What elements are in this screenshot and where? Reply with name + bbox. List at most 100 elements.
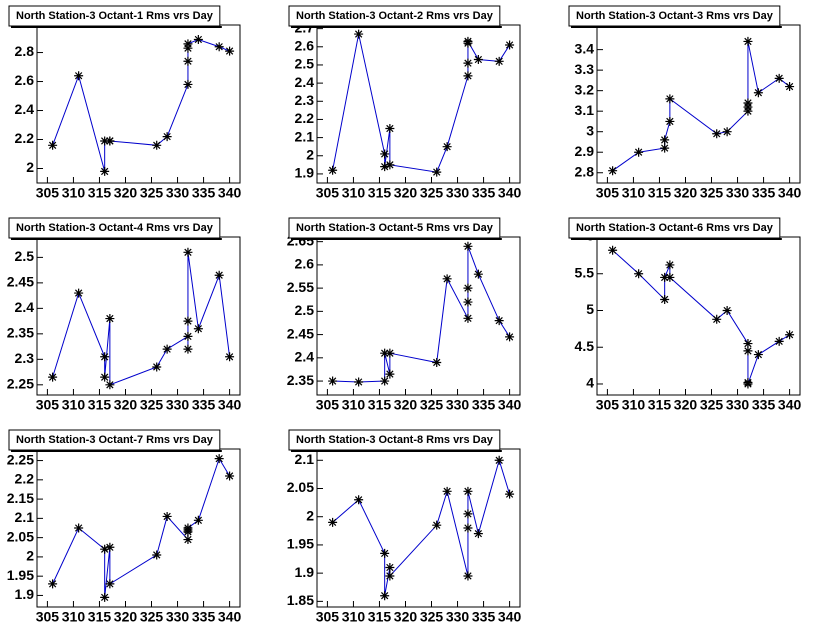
chart-title: North Station-3 Octant-6 Rms vrs Day (576, 222, 774, 234)
marker (660, 272, 670, 282)
x-tick-label: 335 (192, 609, 216, 625)
marker (665, 116, 675, 126)
marker (74, 523, 84, 533)
marker (74, 288, 84, 298)
y-tick-label: 2.45 (287, 325, 314, 341)
chart-title: North Station-3 Octant-8 Rms vrs Day (296, 434, 494, 446)
plot-frame (36, 24, 241, 184)
marker (214, 42, 224, 52)
marker (380, 548, 390, 558)
marker (105, 314, 115, 324)
x-tick-label: 330 (166, 397, 190, 413)
marker (183, 56, 193, 66)
y-tick-label: 3.4 (575, 40, 595, 56)
chart-title: North Station-3 Octant-2 Rms vrs Day (296, 10, 494, 22)
marker (753, 350, 763, 360)
marker (183, 523, 193, 533)
x-tick-label: 305 (36, 609, 60, 625)
marker (183, 316, 193, 326)
x-tick-label: 310 (342, 185, 366, 201)
plot-frame (316, 448, 521, 608)
x-tick-label: 320 (674, 397, 698, 413)
marker (100, 136, 110, 146)
marker (183, 344, 193, 354)
x-tick-label: 330 (726, 185, 750, 201)
y-tick-label: 1.85 (287, 592, 314, 608)
marker (385, 160, 395, 170)
marker (48, 372, 58, 382)
marker (743, 379, 753, 389)
marker (380, 149, 390, 159)
x-tick-label: 315 (88, 397, 112, 413)
marker (494, 316, 504, 326)
x-tick-label: 330 (446, 397, 470, 413)
y-tick-label: 2.3 (295, 92, 315, 108)
chart-title: North Station-3 Octant-1 Rms vrs Day (16, 10, 214, 22)
x-tick-label: 320 (114, 609, 138, 625)
y-tick-label: 2.45 (7, 274, 34, 290)
marker (463, 36, 473, 46)
marker (665, 260, 675, 270)
marker (432, 167, 442, 177)
marker (463, 297, 473, 307)
marker (463, 486, 473, 496)
y-tick-label: 2.3 (15, 350, 35, 366)
chart-title: North Station-3 Octant-7 Rms vrs Day (16, 434, 214, 446)
y-tick-label: 2.2 (15, 130, 35, 146)
marker (225, 352, 235, 362)
marker (380, 348, 390, 358)
x-tick-label: 325 (420, 397, 444, 413)
marker (743, 346, 753, 356)
marker (183, 39, 193, 49)
marker (328, 517, 338, 527)
marker (193, 34, 203, 44)
marker (774, 73, 784, 83)
y-tick-label: 3.3 (575, 61, 595, 77)
marker (463, 241, 473, 251)
x-tick-label: 340 (498, 609, 522, 625)
marker (785, 82, 795, 92)
marker (608, 245, 618, 255)
marker (328, 165, 338, 175)
y-tick-label: 2.1 (15, 509, 35, 525)
x-tick-label: 330 (446, 185, 470, 201)
x-tick-label: 320 (114, 397, 138, 413)
x-tick-label: 310 (622, 185, 646, 201)
marker (183, 331, 193, 341)
x-tick-label: 310 (62, 397, 86, 413)
marker (660, 143, 670, 153)
y-tick-label: 1.9 (295, 564, 315, 580)
marker (505, 489, 515, 499)
x-tick-label: 325 (140, 185, 164, 201)
y-tick-label: 2 (306, 507, 314, 523)
marker (385, 124, 395, 134)
y-tick-label: 2.5 (15, 248, 35, 264)
y-tick-label: 2.15 (7, 490, 34, 506)
plot-frame (316, 24, 521, 184)
x-tick-label: 320 (114, 185, 138, 201)
marker (328, 376, 338, 386)
y-tick-label: 2.4 (295, 349, 315, 365)
y-tick-label: 4.5 (575, 338, 595, 354)
x-tick-label: 320 (674, 185, 698, 201)
marker (100, 352, 110, 362)
x-tick-label: 330 (166, 609, 190, 625)
marker (385, 563, 395, 572)
chart-panel: 1.9 1.95 2 2.05 2.1 2.15 2.2 2.25 305 310 315 320 32… (7, 429, 241, 625)
marker (214, 454, 224, 464)
x-tick-label: 305 (316, 609, 340, 625)
marker (463, 523, 473, 533)
x-tick-label: 320 (394, 397, 418, 413)
y-tick-label: 2 (306, 146, 314, 162)
marker (743, 339, 753, 349)
marker (665, 94, 675, 104)
x-tick-label: 310 (342, 397, 366, 413)
y-tick-label: 2.8 (15, 43, 35, 59)
y-tick-label: 2.8 (575, 163, 595, 179)
y-tick-label: 2.9 (575, 143, 595, 159)
x-tick-label: 305 (36, 185, 60, 201)
marker (152, 140, 162, 150)
marker (634, 147, 644, 157)
chart-panel: 1.922.12.22.32.42.52.62.7305310315320325… (288, 5, 521, 201)
